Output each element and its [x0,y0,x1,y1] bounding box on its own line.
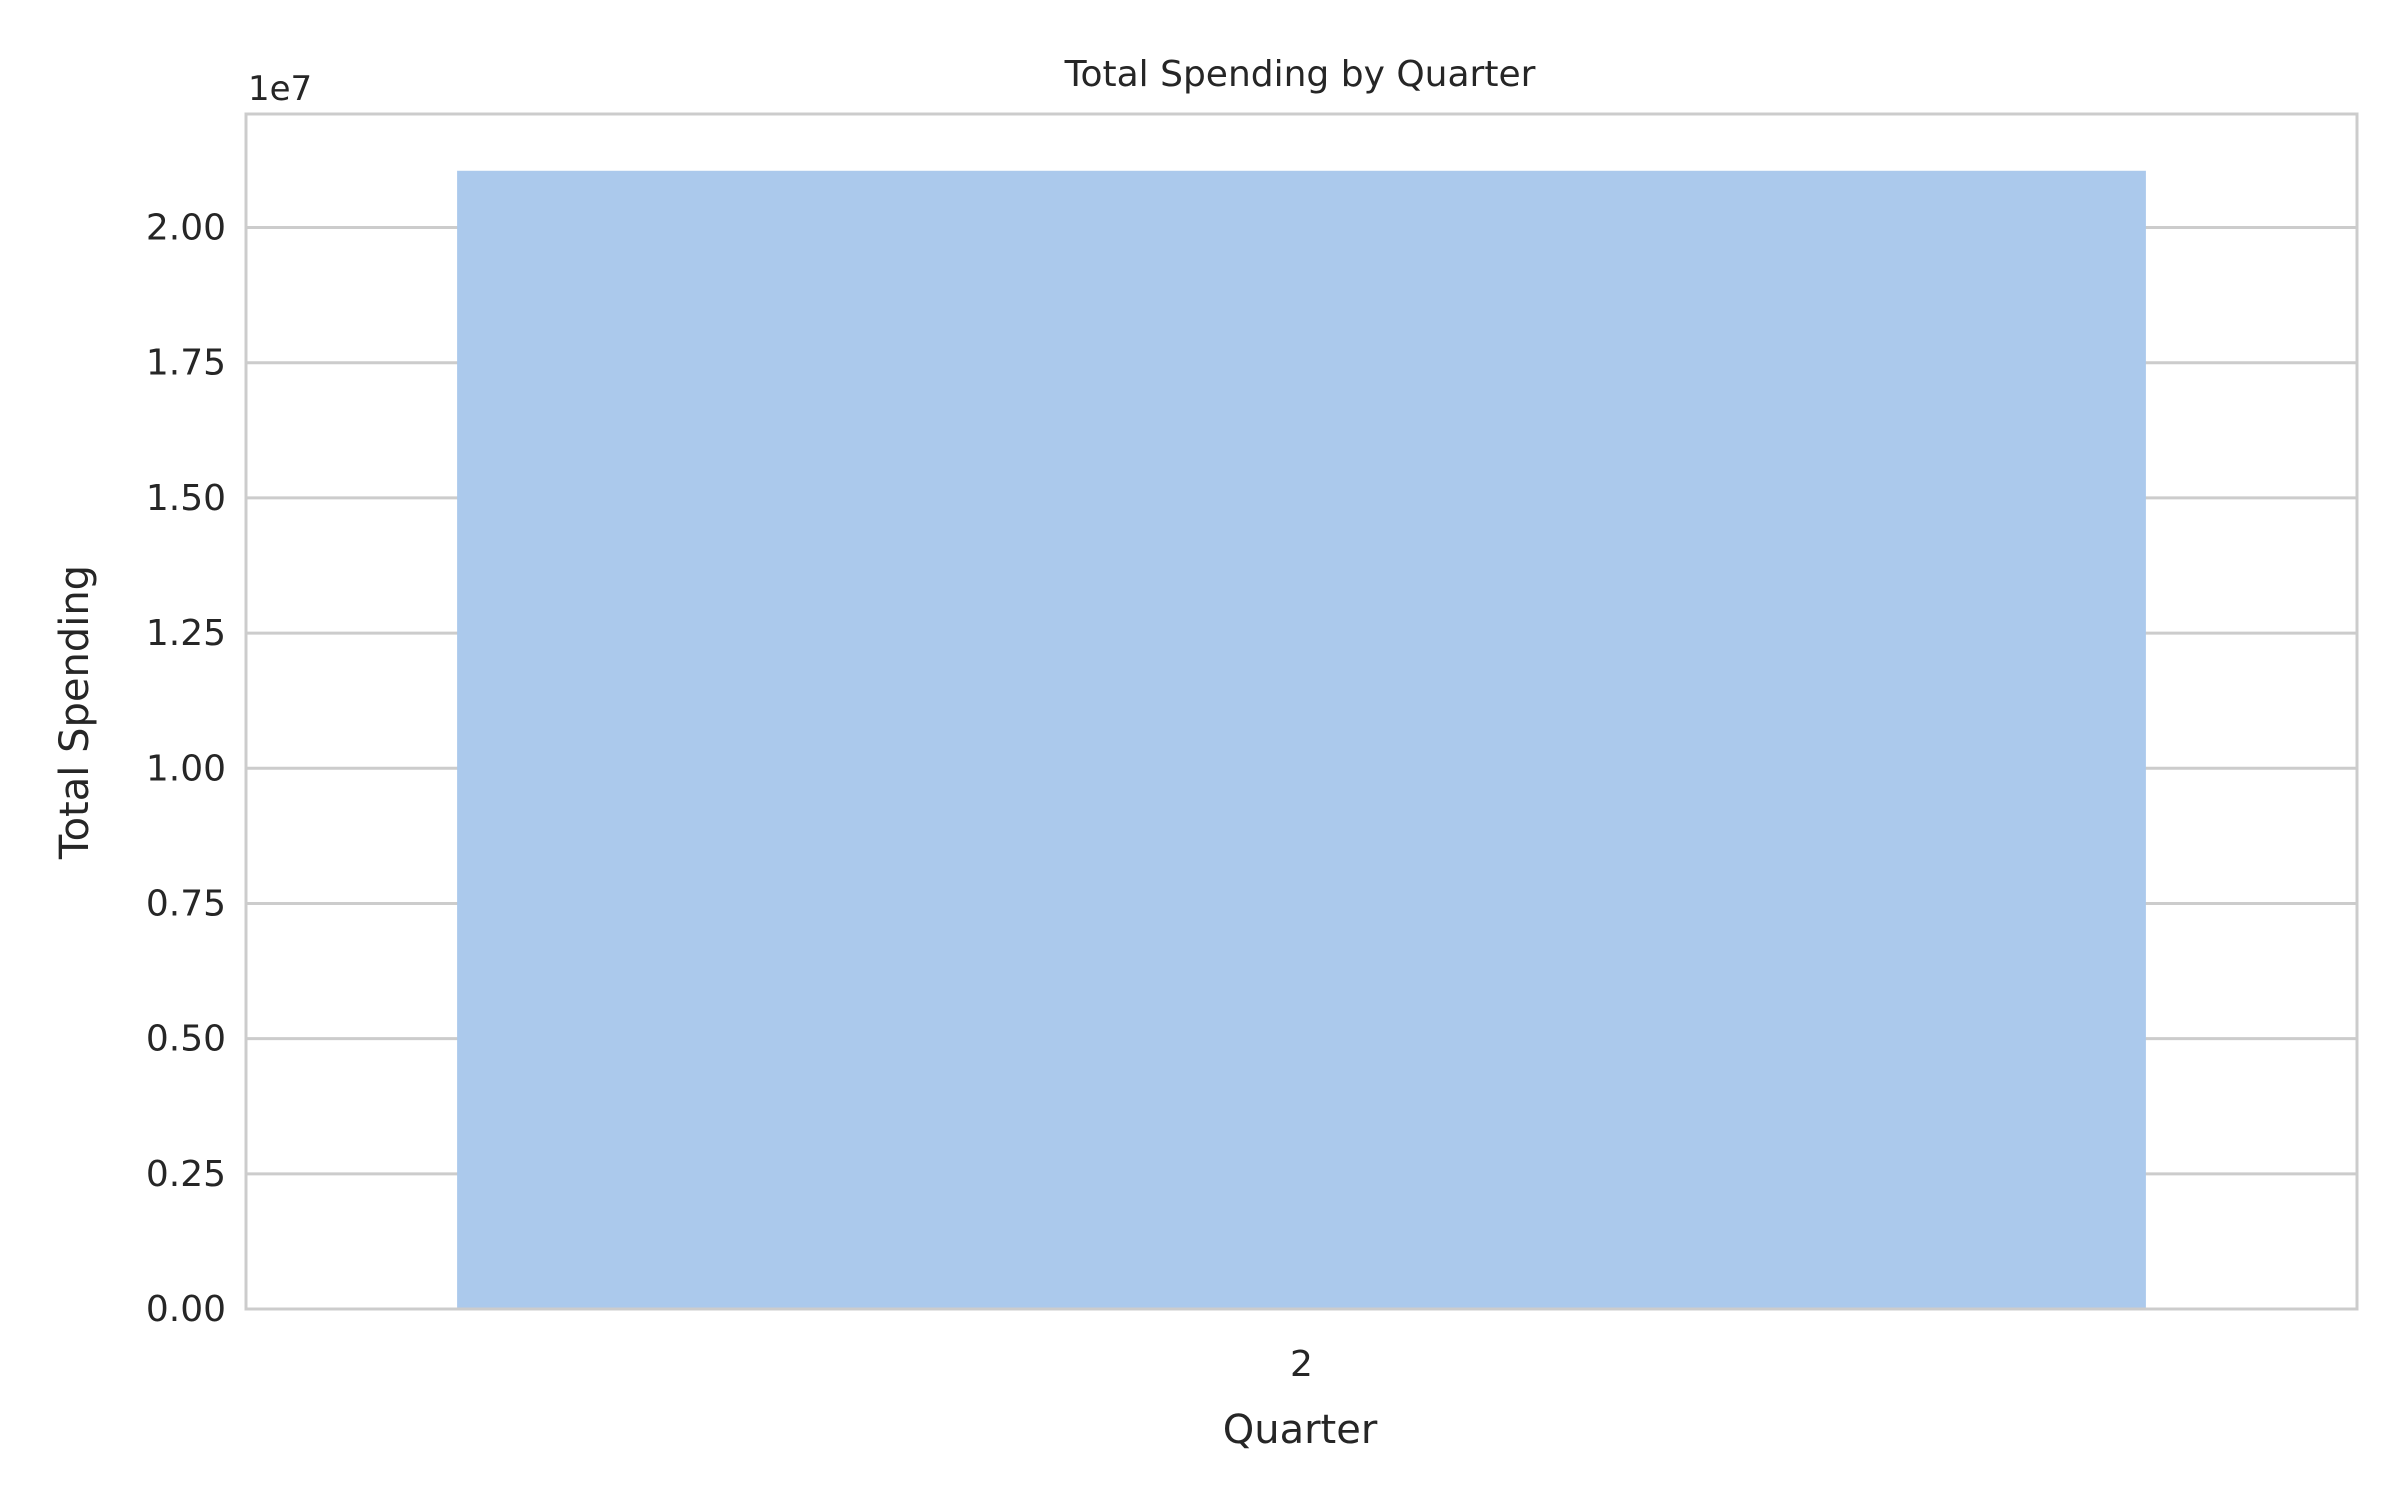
bar-layer [457,170,2146,1310]
bar [457,170,2146,1310]
y-tick-label: 1.00 [146,748,226,789]
y-tick-label: 0.50 [146,1019,226,1060]
plot-border [244,112,2359,1311]
plot-frame [244,112,2359,1311]
y-tick-label: 0.25 [146,1154,226,1195]
y-axis-offset-label: 1e7 [248,69,312,109]
x-tick-label: 2 [1290,1344,1313,1385]
tick-layer: 0.00 0.25 0.50 0.75 1.00 1.25 1.50 1.75 2.00 2 [146,208,1313,1385]
y-tick-label: 0.00 [146,1289,226,1330]
y-tick-label: 2.00 [146,208,226,249]
y-tick-label: 1.75 [146,343,226,384]
chart-title: Total Spending by Quarter [1064,54,1536,95]
y-tick-label: 0.75 [146,883,226,924]
y-axis-label: Total Spending [52,565,98,860]
x-axis-label: Quarter [1223,1407,1378,1453]
y-tick-label: 1.50 [146,478,226,519]
y-tick-label: 1.25 [146,613,226,654]
